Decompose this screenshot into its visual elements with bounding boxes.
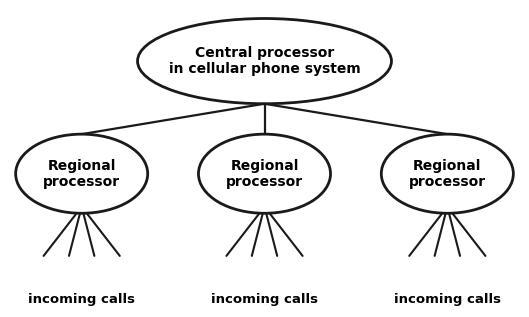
Text: Regional
processor: Regional processor [226,158,303,189]
Text: incoming calls: incoming calls [394,293,501,306]
Text: Regional
processor: Regional processor [43,158,120,189]
Text: Central processor
in cellular phone system: Central processor in cellular phone syst… [169,46,360,76]
Text: incoming calls: incoming calls [211,293,318,306]
Ellipse shape [16,134,148,213]
Text: Regional
processor: Regional processor [409,158,486,189]
Ellipse shape [381,134,513,213]
Ellipse shape [198,134,331,213]
Text: incoming calls: incoming calls [28,293,135,306]
